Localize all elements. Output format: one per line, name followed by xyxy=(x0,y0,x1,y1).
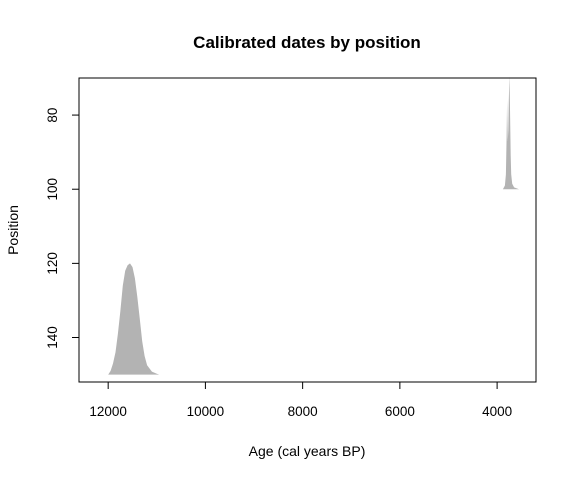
y-axis: 80 100 120 140 xyxy=(45,108,79,349)
chart-title: Calibrated dates by position xyxy=(193,33,421,52)
density-100 xyxy=(502,76,519,190)
x-tick-label-8000: 8000 xyxy=(288,404,318,419)
plot-area xyxy=(108,76,519,375)
y-axis-label: Position xyxy=(5,205,21,255)
x-axis: 12000 10000 8000 6000 4000 xyxy=(89,382,512,419)
y-tick-label-140: 140 xyxy=(45,326,60,349)
density-150 xyxy=(108,263,160,375)
y-tick-label-100: 100 xyxy=(45,178,60,201)
y-tick-label-120: 120 xyxy=(45,252,60,275)
x-tick-label-12000: 12000 xyxy=(89,404,127,419)
y-tick-label-80: 80 xyxy=(45,108,60,123)
plot-frame xyxy=(78,77,537,383)
x-tick-label-6000: 6000 xyxy=(385,404,415,419)
x-tick-label-4000: 4000 xyxy=(482,404,512,419)
x-tick-label-10000: 10000 xyxy=(187,404,225,419)
x-axis-label: Age (cal years BP) xyxy=(249,443,366,459)
